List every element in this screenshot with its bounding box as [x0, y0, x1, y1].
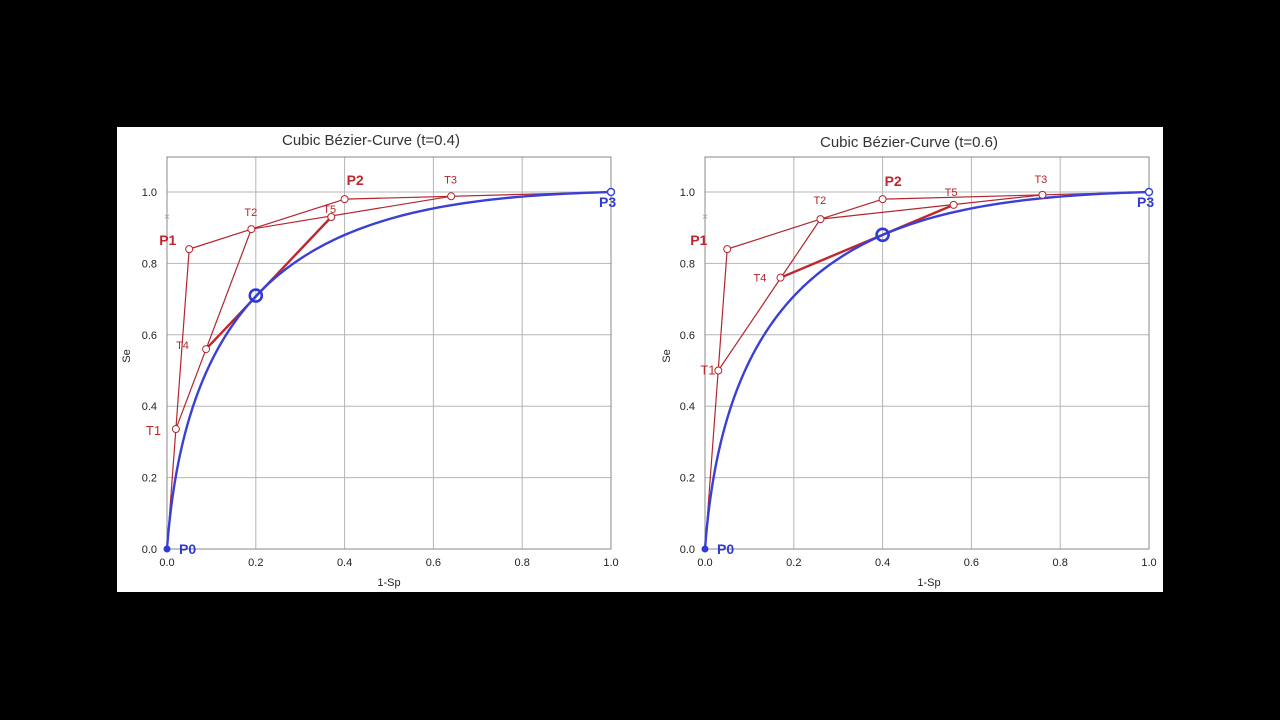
- construction-point-t4: [776, 273, 785, 282]
- control-point-p0: [163, 545, 171, 553]
- label-t5: T5: [945, 187, 958, 199]
- construction-line-t2-t3: [820, 194, 1043, 220]
- label-t5: T5: [323, 204, 336, 216]
- construction-point-t4: [202, 345, 211, 354]
- label-p3: P3: [599, 194, 616, 210]
- label-p3: P3: [1137, 194, 1154, 210]
- y-axis-label: Se: [661, 349, 673, 362]
- y-tick-label: 0.8: [680, 258, 695, 270]
- label-t2: T2: [244, 207, 257, 219]
- grey-cross-marker: ×: [164, 212, 170, 223]
- label-t2: T2: [813, 195, 826, 207]
- construction-point-t5: [949, 200, 958, 209]
- y-tick-label: 0.6: [142, 330, 157, 342]
- construction-point-t2: [816, 215, 825, 224]
- label-p1: P1: [159, 232, 176, 248]
- y-tick-label: 0.6: [680, 330, 695, 342]
- y-tick-label: 1.0: [142, 187, 157, 199]
- y-tick-label: 1.0: [680, 187, 695, 199]
- control-line-p0-p1: [704, 249, 728, 550]
- construction-point-t1: [171, 425, 180, 434]
- control-point-p3: [606, 187, 616, 197]
- construction-line-t2-t3: [251, 195, 452, 230]
- y-tick-label: 0.0: [142, 544, 157, 556]
- y-tick-label: 0.2: [680, 473, 695, 485]
- label-t4: T4: [176, 340, 189, 352]
- control-line-p1-p2: [189, 198, 345, 250]
- construction-point-t3: [447, 192, 456, 201]
- construction-point-t1: [714, 366, 723, 375]
- label-t3: T3: [1034, 174, 1047, 186]
- control-line-p1-p2: [727, 198, 883, 250]
- grey-cross-marker: ×: [702, 212, 708, 223]
- label-p2: P2: [347, 172, 364, 188]
- label-p1: P1: [690, 232, 707, 248]
- bezier-chart-t06: Cubic Bézier-Curve (t=0.6) 0.0 0.2 0.4 0.6 0…: [661, 134, 1157, 589]
- control-point-p0: [701, 545, 709, 553]
- x-tick-label: 0.6: [964, 557, 979, 569]
- figure-panel: Cubic Bézier-Curve (t=0.4) 0.0 0.2 0.4 0.6 0…: [117, 127, 1163, 592]
- label-t1: T1: [700, 363, 715, 378]
- bezier-curve: [703, 190, 1150, 550]
- plot-frame: [704, 156, 1150, 550]
- label-p0: P0: [179, 541, 196, 557]
- x-axis-label: 1-Sp: [917, 577, 940, 589]
- construction-line-t1-t2: [175, 228, 252, 430]
- y-tick-label: 0.0: [680, 544, 695, 556]
- x-tick-label: 0.8: [515, 557, 530, 569]
- y-tick-label: 0.4: [680, 401, 695, 413]
- chart-title: Cubic Bézier-Curve (t=0.4): [282, 132, 460, 149]
- x-tick-label: 0.2: [786, 557, 801, 569]
- control-point-p1: [185, 245, 194, 254]
- construction-point-t2: [247, 225, 256, 234]
- x-tick-label: 0.6: [426, 557, 441, 569]
- label-t3: T3: [444, 174, 457, 186]
- bezier-curve: [165, 190, 612, 550]
- x-tick-label: 0.0: [159, 557, 174, 569]
- curve-point-at-t: [248, 288, 264, 303]
- x-axis-label: 1-Sp: [377, 577, 400, 589]
- curve-point-at-t: [875, 227, 890, 243]
- x-tick-label: 0.8: [1053, 557, 1068, 569]
- x-tick-label: 0.4: [875, 557, 890, 569]
- control-line-p0-p1: [166, 249, 190, 550]
- construction-point-t5: [327, 212, 336, 221]
- y-tick-label: 0.2: [142, 473, 157, 485]
- label-p2: P2: [885, 173, 902, 189]
- label-t1: T1: [146, 423, 161, 438]
- label-p0: P0: [717, 541, 734, 557]
- x-tick-label: 0.2: [248, 557, 263, 569]
- y-tick-label: 0.4: [142, 401, 157, 413]
- y-tick-label: 0.8: [142, 258, 157, 270]
- y-axis-label: Se: [121, 349, 133, 362]
- x-tick-label: 1.0: [603, 557, 618, 569]
- construction-point-t3: [1038, 190, 1047, 199]
- bezier-chart-t04: Cubic Bézier-Curve (t=0.4) 0.0 0.2 0.4 0.6 0…: [121, 132, 619, 589]
- label-t4: T4: [753, 273, 766, 285]
- x-tick-label: 1.0: [1141, 557, 1156, 569]
- x-tick-label: 0.4: [337, 557, 352, 569]
- control-point-p2: [340, 195, 349, 204]
- construction-line-t1-t2: [717, 218, 821, 371]
- chart-title: Cubic Bézier-Curve (t=0.6): [820, 134, 998, 151]
- control-point-p3: [1144, 187, 1154, 197]
- x-tick-label: 0.0: [697, 557, 712, 569]
- plot-frame: [166, 156, 612, 550]
- control-point-p2: [878, 195, 887, 204]
- control-point-p1: [723, 245, 732, 254]
